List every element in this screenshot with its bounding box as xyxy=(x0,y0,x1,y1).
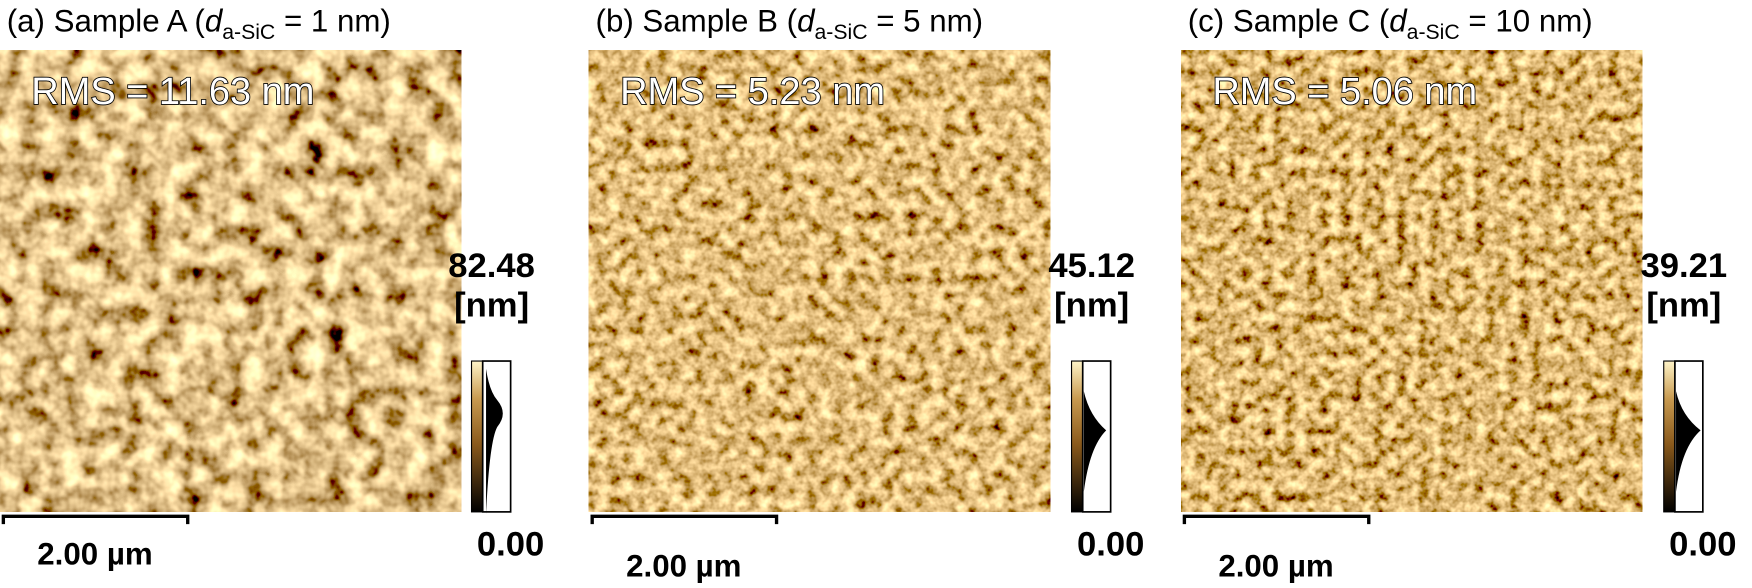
afm-image xyxy=(0,50,462,512)
colorbar-min: 0.00 xyxy=(1669,525,1736,563)
panel-title: (a) Sample A (da-SiC = 1 nm) xyxy=(7,3,391,44)
title-suffix: = 1 nm) xyxy=(275,3,391,38)
panel-title: (b) Sample B (da-SiC = 5 nm) xyxy=(596,3,984,44)
colorbar-min: 0.00 xyxy=(1077,525,1144,563)
colorbar-unit: [nm] xyxy=(1646,286,1721,324)
title-subscript: a-SiC xyxy=(1407,21,1460,44)
colorbar-unit: [nm] xyxy=(454,286,529,324)
panel: (a) Sample A (da-SiC = 1 nm) RMS = 11.63 … xyxy=(0,3,544,571)
title-prefix: (a) Sample A ( xyxy=(7,3,206,38)
histogram xyxy=(486,368,503,515)
rms-label: RMS = 5.06 nm xyxy=(1212,71,1477,113)
panel: (c) Sample C (da-SiC = 10 nm) RMS = 5.06 … xyxy=(1181,3,1737,584)
colorbar xyxy=(1070,360,1084,513)
title-prefix: (b) Sample B ( xyxy=(596,3,798,38)
panel: (b) Sample B (da-SiC = 5 nm) RMS = 5.23 n… xyxy=(588,3,1144,584)
colorbar xyxy=(1663,360,1676,513)
scale-bar-label: 2.00 µm xyxy=(37,536,152,571)
title-subscript: a-SiC xyxy=(814,21,867,44)
scale-bar-label: 2.00 µm xyxy=(1218,549,1333,584)
scale-bar xyxy=(1182,514,1371,525)
title-variable: d xyxy=(1389,3,1408,38)
scale-bar xyxy=(1,514,190,525)
colorbar-max: 82.48 xyxy=(448,247,535,285)
title-suffix: = 10 nm) xyxy=(1460,3,1593,38)
colorbar-max: 45.12 xyxy=(1048,247,1135,285)
rms-label: RMS = 5.23 nm xyxy=(620,71,885,113)
title-suffix: = 5 nm) xyxy=(868,3,984,38)
colorbar-min: 0.00 xyxy=(477,525,544,563)
colorbar-unit: [nm] xyxy=(1054,286,1129,324)
title-variable: d xyxy=(797,3,816,38)
histogram xyxy=(1676,391,1701,515)
scale-bar-label: 2.00 µm xyxy=(626,549,741,584)
title-variable: d xyxy=(205,3,224,38)
afm-image xyxy=(1181,50,1643,512)
scale-bar xyxy=(590,514,779,525)
colorbar-max: 39.21 xyxy=(1641,247,1728,285)
colorbar xyxy=(470,360,484,513)
title-prefix: (c) Sample C ( xyxy=(1188,3,1390,38)
histogram xyxy=(1083,391,1107,515)
title-subscript: a-SiC xyxy=(222,21,275,44)
panel-title: (c) Sample C (da-SiC = 10 nm) xyxy=(1188,3,1593,44)
afm-image xyxy=(588,50,1051,512)
rms-label: RMS = 11.63 nm xyxy=(31,71,314,113)
